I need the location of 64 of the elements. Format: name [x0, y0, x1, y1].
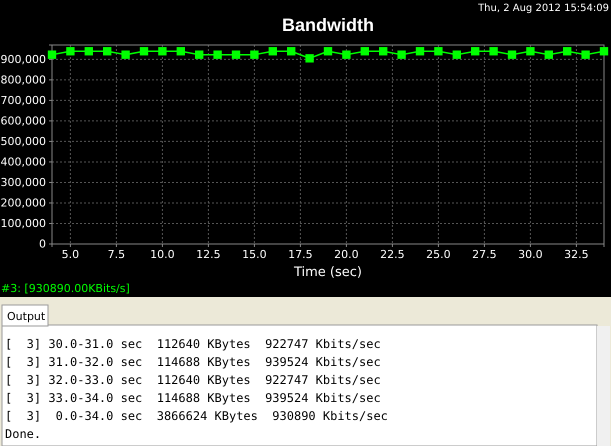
point — [489, 47, 498, 56]
point — [305, 54, 314, 63]
point — [544, 50, 553, 59]
point — [213, 50, 222, 59]
text: [ 3] 0.0-34.0 sec 3866624 KBytes 930890 Kbits/sec — [5, 409, 388, 423]
point — [434, 47, 443, 56]
y-tick-label: 100,000 — [0, 217, 46, 230]
point — [84, 47, 93, 56]
y-tick-label: 800,000 — [0, 73, 46, 86]
point — [508, 50, 516, 59]
y-tick-label: 700,000 — [0, 94, 46, 107]
text: Output — [7, 310, 46, 323]
point — [176, 47, 185, 56]
y-tick-label: 500,000 — [0, 134, 46, 148]
x-tick-label: 10.0 — [150, 248, 175, 261]
x-tick-label: 20.0 — [334, 248, 359, 261]
point — [232, 50, 240, 59]
point — [360, 47, 369, 56]
text: #3: [930890.00KBits/s] — [1, 282, 130, 295]
point — [121, 50, 130, 59]
y-tick-label: 0 — [39, 238, 46, 251]
x-tick-label: 27.5 — [472, 248, 497, 261]
y-tick-label: 900,000 — [0, 52, 46, 66]
text: [ 3] 33.0-34.0 sec 114688 KBytes 939524 Kbits/sec — [5, 391, 381, 405]
y-tick-label: 200,000 — [0, 196, 46, 210]
chart-title: Bandwidth — [282, 15, 374, 35]
point — [195, 50, 204, 59]
point — [581, 50, 590, 59]
text: [ 3] 32.0-33.0 sec 112640 KBytes 922747 Kbits/sec — [5, 373, 381, 387]
y-tick-label: 300,000 — [0, 176, 46, 189]
text: Thu, 2 Aug 2012 15:54:09 — [477, 3, 609, 14]
point — [103, 47, 112, 56]
x-tick-label: 15.0 — [242, 248, 267, 261]
text: Done. — [5, 427, 42, 441]
x-tick-label: 22.5 — [380, 248, 405, 261]
point — [471, 47, 480, 56]
text: [ 3] 30.0-31.0 sec 112640 KBytes 922747 Kbits/sec — [5, 337, 381, 351]
point — [250, 50, 259, 59]
x-tick-label: 25.0 — [426, 248, 451, 261]
x-tick-label: 12.5 — [196, 248, 221, 261]
point — [268, 47, 277, 56]
text: [ 3] 31.0-32.0 sec 114688 KBytes 939524 Kbits/sec — [5, 355, 381, 369]
point — [526, 47, 535, 56]
point — [379, 47, 388, 56]
point — [397, 50, 406, 59]
point — [342, 50, 351, 59]
point — [48, 50, 56, 59]
point — [600, 47, 608, 56]
point — [66, 47, 75, 56]
point — [324, 47, 332, 56]
point — [158, 47, 167, 56]
point — [287, 47, 296, 56]
y-tick-label: 400,000 — [0, 155, 46, 168]
point — [563, 47, 572, 56]
x-tick-label: 7.5 — [108, 248, 126, 261]
y-tick-label: 600,000 — [0, 114, 46, 128]
x-tick-label: 17.5 — [288, 248, 313, 261]
point — [452, 50, 461, 59]
point — [140, 47, 148, 56]
point — [416, 47, 424, 56]
x-tick-label: 5.0 — [62, 248, 80, 261]
x-tick-label: 32.5 — [564, 248, 589, 261]
x-axis-title: Time (sec) — [292, 265, 362, 280]
x-tick-label: 30.0 — [518, 248, 543, 261]
